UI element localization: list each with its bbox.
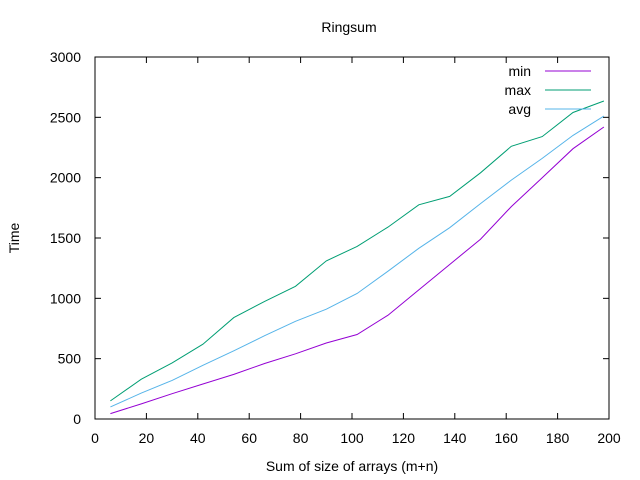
y-axis-label: Time (6, 222, 22, 253)
x-tick-label: 80 (293, 430, 309, 446)
legend-label-min: min (508, 63, 531, 79)
x-tick-label: 40 (190, 430, 206, 446)
y-tick-label: 1000 (50, 290, 81, 306)
series-line-avg (110, 115, 605, 408)
legend-label-max: max (505, 82, 531, 98)
y-tick-label: 3000 (50, 49, 81, 65)
x-tick-label: 120 (392, 430, 416, 446)
legend-label-avg: avg (508, 101, 531, 117)
chart-title: Ringsum (321, 19, 376, 35)
y-tick-label: 0 (73, 411, 81, 427)
x-tick-label: 180 (546, 430, 570, 446)
x-tick-label: 200 (597, 430, 621, 446)
y-tick-label: 1500 (50, 230, 81, 246)
series-line-min (110, 126, 605, 415)
x-tick-label: 140 (443, 430, 467, 446)
series-layer (110, 100, 605, 415)
x-tick-label: 20 (139, 430, 155, 446)
x-tick-label: 60 (241, 430, 257, 446)
y-tick-label: 500 (58, 351, 82, 367)
y-tick-label: 2500 (50, 109, 81, 125)
x-tick-label: 100 (340, 430, 364, 446)
series-line-max (110, 100, 605, 402)
legend: min max avg (505, 63, 591, 117)
x-tick-label: 160 (495, 430, 519, 446)
x-tick-label: 0 (91, 430, 99, 446)
plot-area: 0 20 40 60 80 100 120 140 160 180 2000500100015002… (50, 49, 621, 446)
x-axis-label: Sum of size of arrays (m+n) (266, 458, 438, 474)
y-tick-label: 2000 (50, 170, 81, 186)
